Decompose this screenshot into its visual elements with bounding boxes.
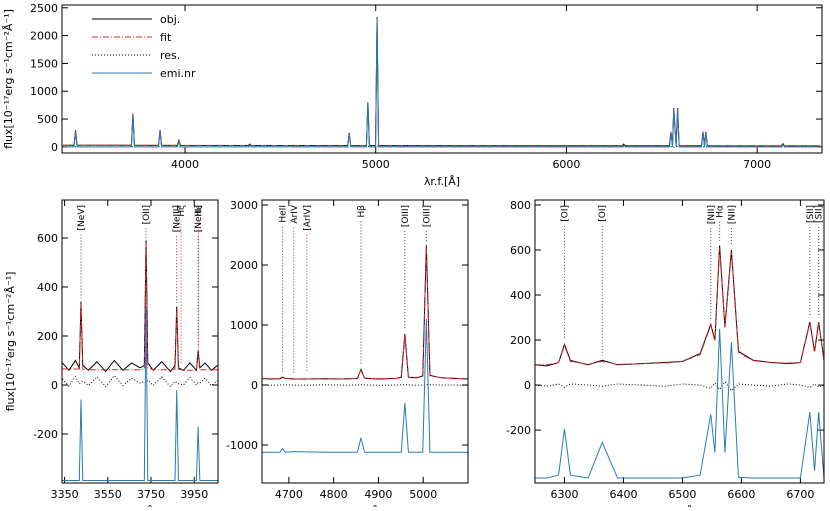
x-tick-label: 4900 — [364, 488, 392, 501]
line-label: [NeIII] — [173, 205, 183, 232]
y-tick-label: 400 — [510, 289, 531, 302]
y-tick-label: 1000 — [30, 85, 58, 98]
series-line — [62, 306, 218, 482]
line-label: Hβ — [357, 205, 367, 218]
panel: 4000 5000 6000 7000 0 500 1000 1500 2000 2500 λr.f… — [2, 2, 823, 188]
x-tick-label: 3950 — [180, 488, 208, 501]
y-tick-label: 1500 — [30, 57, 58, 70]
y-tick-label: 0 — [51, 379, 58, 392]
y-tick-label: -200 — [33, 428, 58, 441]
line-label: [NeV] — [77, 205, 87, 230]
panel: 4700 4800 4900 5000 -1000 0 1000 2000 3000 HeII Ar… — [226, 199, 469, 511]
legend-label: obj. — [160, 13, 180, 26]
legend-label: res. — [160, 49, 180, 62]
x-tick-label: 4000 — [171, 158, 199, 171]
plot-frame — [534, 199, 825, 484]
y-tick-label: 3000 — [230, 199, 258, 212]
x-axis-label: λr.f.[Å] — [424, 175, 460, 188]
y-tick-label: 0 — [524, 379, 531, 392]
x-tick-label: 6000 — [552, 158, 580, 171]
plot-frame — [61, 4, 823, 154]
line-label: [OII] — [142, 205, 152, 224]
series-line — [261, 245, 469, 380]
x-tick-label: 4800 — [320, 488, 348, 501]
series-line — [262, 318, 468, 453]
y-tick-label: 800 — [510, 199, 531, 212]
x-tick-label: 4700 — [275, 488, 303, 501]
series-line — [535, 328, 825, 479]
series-line — [534, 245, 825, 367]
series-line — [535, 247, 825, 366]
x-tick-label: 5000 — [362, 158, 390, 171]
series-line — [261, 383, 469, 386]
x-tick-label: 6500 — [668, 488, 696, 501]
y-tick-label: 0 — [51, 141, 58, 154]
panel: 3350 3550 3750 3950 -200 0 200 400 600 [NeV] [OII]… — [4, 199, 219, 511]
series-line — [62, 242, 218, 371]
line-label: [SII] — [815, 205, 825, 223]
series-line — [62, 17, 821, 147]
line-label: Hε — [195, 205, 205, 217]
line-label: [NII] — [727, 205, 737, 224]
line-label: Hα — [716, 205, 726, 218]
line-label: [OI] — [598, 205, 608, 222]
line-label: HeII — [279, 205, 289, 223]
y-tick-label: 600 — [510, 244, 531, 257]
x-tick-label: 7000 — [743, 158, 771, 171]
y-tick-label: -1000 — [226, 439, 258, 452]
y-tick-label: 0 — [251, 379, 258, 392]
y-tick-label: 2000 — [30, 30, 58, 43]
y-tick-label: 400 — [37, 281, 58, 294]
series-line — [62, 374, 218, 388]
y-axis-label: flux[10⁻¹⁷erg s⁻¹cm⁻²Å⁻¹] — [4, 272, 17, 412]
y-tick-label: 1000 — [230, 319, 258, 332]
y-tick-label: 200 — [510, 334, 531, 347]
plot-frame — [61, 199, 219, 484]
line-label: [NII] — [707, 205, 717, 224]
panel: 6300 6400 6500 6600 6700 -200 0 200 400 600 800 [OI… — [506, 199, 825, 511]
x-tick-label: 6400 — [609, 488, 637, 501]
y-axis-label: flux[10⁻¹⁷erg s⁻¹cm⁻²Å⁻¹] — [2, 9, 15, 149]
x-tick-label: 6700 — [786, 488, 814, 501]
series-line — [62, 18, 821, 148]
legend-label: emi.nr — [160, 67, 196, 80]
y-tick-label: 600 — [37, 232, 58, 245]
line-label: [OI] — [560, 205, 570, 222]
x-tick-label: 6300 — [550, 488, 578, 501]
y-tick-label: 2500 — [30, 2, 58, 15]
y-tick-label: 2000 — [230, 259, 258, 272]
series-line — [262, 245, 469, 380]
line-label: [NeIII] — [194, 205, 204, 232]
line-label: [OIII] — [401, 205, 411, 227]
x-tick-label: 3350 — [51, 488, 79, 501]
legend-label: fit — [160, 31, 172, 44]
x-tick-label: 3550 — [94, 488, 122, 501]
x-tick-label: 5000 — [409, 488, 437, 501]
series-line — [62, 240, 218, 373]
plot-frame — [261, 199, 469, 484]
y-tick-label: -200 — [506, 424, 531, 437]
y-tick-label: 200 — [37, 330, 58, 343]
line-label: [SII] — [806, 205, 816, 223]
line-label: [OIII] — [422, 205, 432, 227]
line-label: ArIV — [290, 204, 300, 224]
x-tick-label: 6600 — [727, 488, 755, 501]
line-label: [ArIV] — [303, 205, 313, 231]
series-line — [62, 17, 821, 147]
series-line — [534, 380, 825, 392]
line-label: Hζ — [177, 205, 187, 217]
y-tick-label: 500 — [37, 113, 58, 126]
x-tick-label: 3750 — [137, 488, 165, 501]
